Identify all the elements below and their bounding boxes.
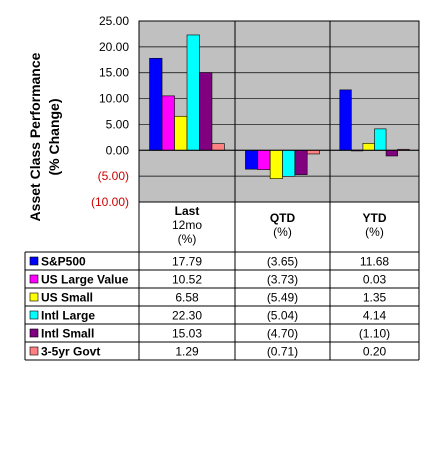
data-label-5-2: 0.20 <box>363 345 387 359</box>
y-axis-title-line-1: (% Change) <box>46 99 62 176</box>
bar-2-2 <box>362 143 375 151</box>
y-tick-label-7: (10.00) <box>91 195 129 209</box>
legend-label-5: 3-5yr Govt <box>41 345 100 359</box>
bar-5-0 <box>211 143 225 151</box>
category-label-1-0: QTD <box>270 211 296 225</box>
y-tick-label-5: 0.00 <box>106 143 130 157</box>
legend-label-4: Intl Small <box>41 327 94 341</box>
bar-3-0 <box>186 34 200 151</box>
data-label-4-0: 15.03 <box>172 327 202 341</box>
bar-3-1 <box>282 149 296 177</box>
bar-0-2 <box>339 89 352 151</box>
data-label-5-0: 1.29 <box>175 345 199 359</box>
y-axis-title-line-0: Asset Class Performance <box>27 52 43 221</box>
data-label-2-2: 1.35 <box>363 291 387 305</box>
legend-swatch-5 <box>29 346 39 356</box>
data-label-3-0: 22.30 <box>172 309 202 323</box>
bar-2-0 <box>174 115 188 151</box>
data-label-4-2: (1.10) <box>359 327 390 341</box>
data-label-2-1: (5.49) <box>267 291 298 305</box>
data-label-0-0: 17.79 <box>172 255 202 269</box>
y-tick-label-6: (5.00) <box>98 169 129 183</box>
bar-4-2 <box>385 149 398 157</box>
y-tick-label-1: 20.00 <box>99 40 129 54</box>
legend-label-1: US Large Value <box>41 273 129 287</box>
legend-swatch-1 <box>29 274 39 284</box>
bar-5-1 <box>306 149 320 155</box>
category-label-2-0: YTD <box>363 211 387 225</box>
data-label-3-1: (5.04) <box>267 309 298 323</box>
data-label-0-2: 11.68 <box>360 255 389 269</box>
legend-swatch-4 <box>29 328 39 338</box>
category-label-1-1: (%) <box>273 225 292 239</box>
legend-label-0: S&P500 <box>41 255 86 269</box>
bar-1-0 <box>161 95 175 151</box>
bar-2-1 <box>269 149 283 179</box>
data-label-4-1: (4.70) <box>267 327 298 341</box>
category-label-2-1: (%) <box>365 225 384 239</box>
bar-4-1 <box>294 149 308 175</box>
category-label-0-0: Last <box>175 204 200 218</box>
bar-0-1 <box>245 149 259 170</box>
legend-swatch-3 <box>29 310 39 320</box>
category-label-0-2: (%) <box>178 232 197 246</box>
data-label-0-1: (3.65) <box>267 255 298 269</box>
data-label-5-1: (0.71) <box>267 345 298 359</box>
y-tick-label-2: 15.00 <box>99 66 129 80</box>
bar-0-0 <box>149 57 163 151</box>
data-label-3-2: 4.14 <box>363 309 387 323</box>
legend-swatch-2 <box>29 292 39 302</box>
legend-swatch-0 <box>29 256 39 266</box>
data-label-2-0: 6.58 <box>175 291 199 305</box>
data-label-1-0: 10.52 <box>172 273 202 287</box>
legend-label-3: Intl Large <box>41 309 95 323</box>
data-label-1-2: 0.03 <box>363 273 387 287</box>
y-tick-label-3: 10.00 <box>99 92 129 106</box>
data-label-1-1: (3.73) <box>267 273 298 287</box>
legend-label-2: US Small <box>41 291 93 305</box>
y-tick-label-4: 5.00 <box>106 117 130 131</box>
category-label-0-1: 12mo <box>172 218 202 232</box>
plot-frame <box>138 20 420 203</box>
bar-4-0 <box>199 72 213 151</box>
y-tick-label-0: 25.00 <box>99 14 129 28</box>
bar-1-1 <box>257 149 271 170</box>
bar-3-2 <box>374 128 387 151</box>
